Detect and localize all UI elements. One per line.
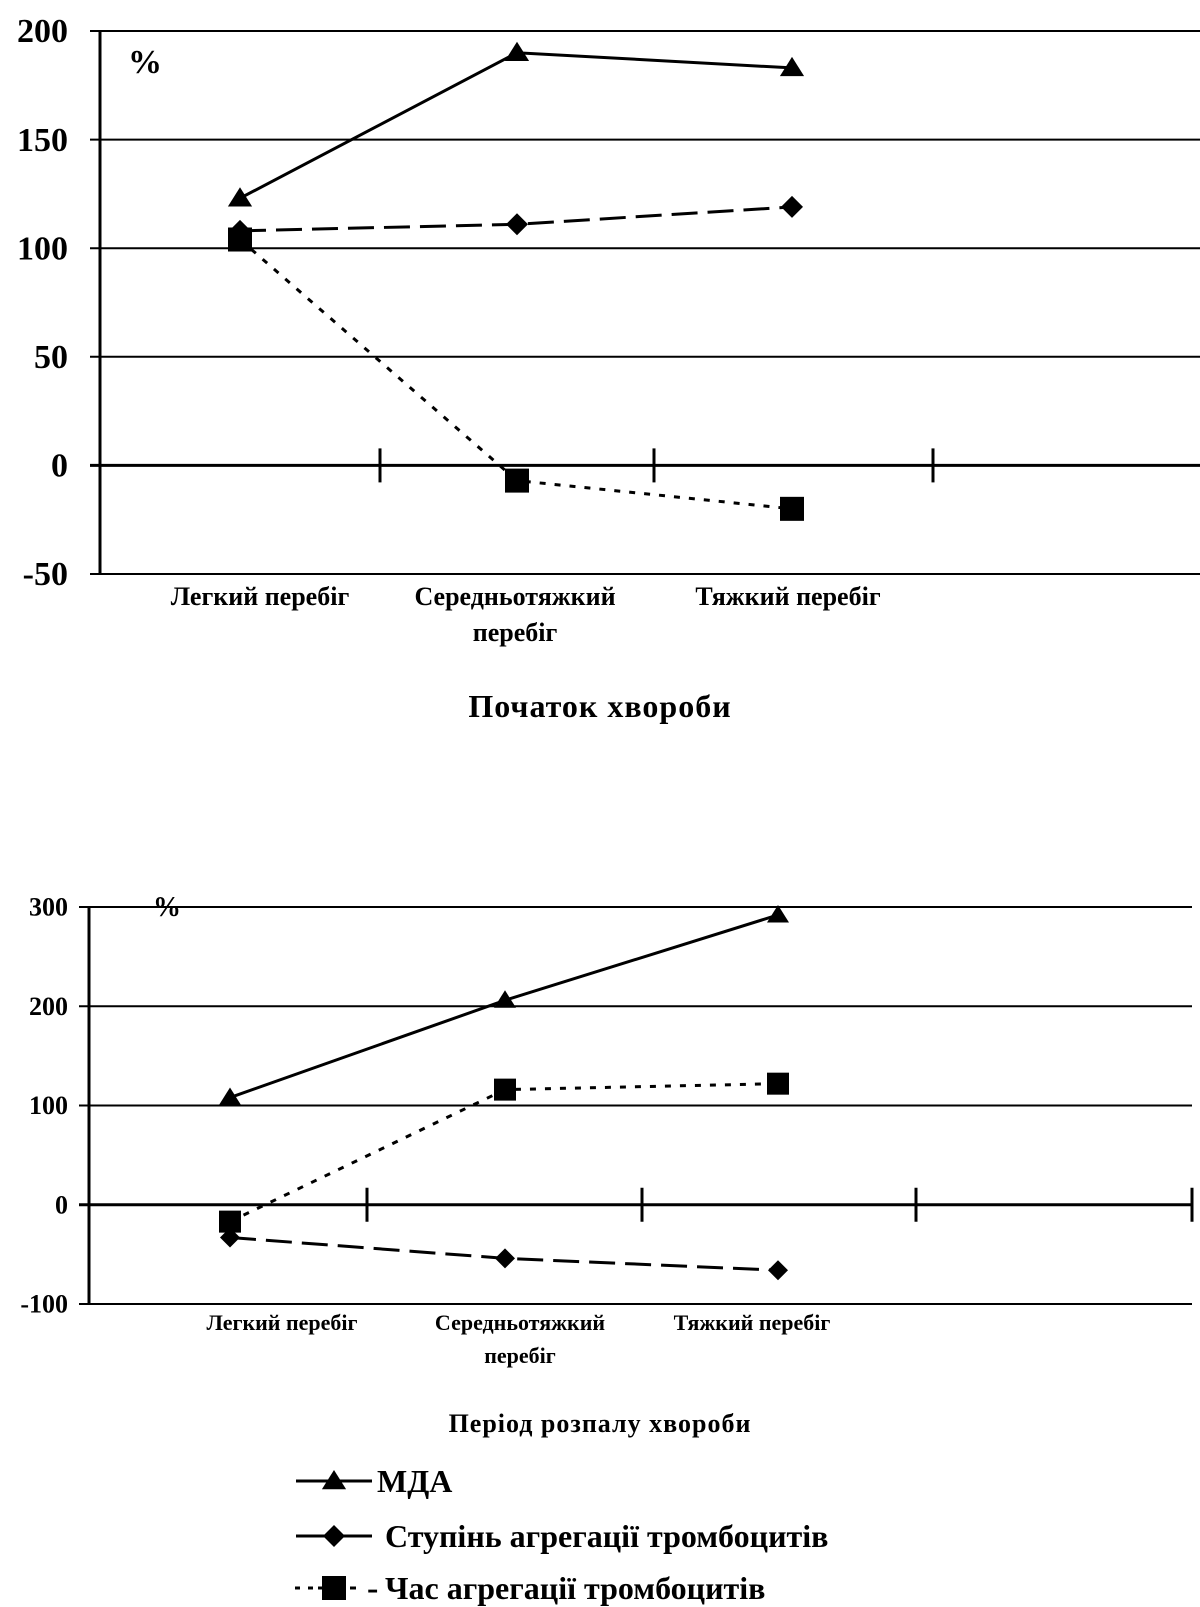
series-point-triangle [779,56,805,77]
series-point-triangle [504,41,530,61]
x-category-label: Легкий перебіг [206,1310,357,1335]
y-tick-label: 50 [34,339,68,376]
chart-title: Період розпалу хвороби [449,1409,752,1438]
series-point-triangle [219,1087,241,1106]
y-tick-label: 100 [29,1091,68,1120]
series-point-square [780,496,804,521]
series-line-square [239,238,793,511]
y-tick-label: 100 [17,230,68,267]
series-point-diamond [781,195,803,218]
legend-label: Ступінь агрегації тромбоцитів [385,1518,828,1554]
y-tick-label: 150 [17,122,68,159]
y-tick-label: 200 [29,992,68,1021]
legend-item: - Час агрегації тромбоцитів [295,1570,765,1607]
x-category-label: Тяжкий перебіг [674,1310,831,1335]
x-category-label: Середньотяжкий перебіг [414,582,615,647]
series-point-triangle [227,187,253,207]
legend-marker-square [322,1576,346,1600]
legend-label: МДА [377,1463,452,1499]
y-tick-label: 0 [51,448,68,485]
y-tick-label: 200 [17,13,68,50]
series-point-triangle [494,990,516,1008]
y-tick-label: 300 [29,893,68,922]
legend-marker-diamond [323,1525,345,1547]
chart-peak: 300 200 100 0 -100% Легкий перебіг Середньотяж… [20,892,1194,1438]
series-point-diamond [506,213,528,236]
series-line-square [229,1082,779,1223]
series-point-diamond [768,1260,788,1281]
legend-item: МДА [296,1463,452,1499]
y-tick-label: -100 [20,1290,68,1319]
chart-onset: 200 150 100 50 0 -50% Легкий перебіг Середньотя… [17,13,1200,724]
y-tick-label: 0 [55,1190,68,1219]
series-point-square [228,227,252,252]
series-point-square [505,468,529,493]
legend-marker-triangle [321,1470,347,1490]
series-point-triangle [767,904,789,923]
x-category-label: Легкий перебіг [171,582,350,611]
legend-dash-glyph: - [367,1570,378,1607]
chart-title: Початок хвороби [468,688,731,724]
y-unit-label: % [128,44,162,81]
series-line-triangle [239,51,793,200]
y-tick-label: -50 [23,556,68,593]
legend-item: Ступінь агрегації тромбоцитів [296,1518,828,1554]
series-point-square [767,1072,789,1095]
series-point-square [494,1078,516,1101]
x-category-label: Тяжкий перебіг [695,582,880,611]
x-category-label: Середньотяжкий перебіг [435,1310,606,1368]
series-point-diamond [495,1248,515,1269]
series-point-square [219,1210,241,1233]
legend-label: Час агрегації тромбоцитів [385,1570,765,1606]
y-unit-label: % [153,892,181,923]
